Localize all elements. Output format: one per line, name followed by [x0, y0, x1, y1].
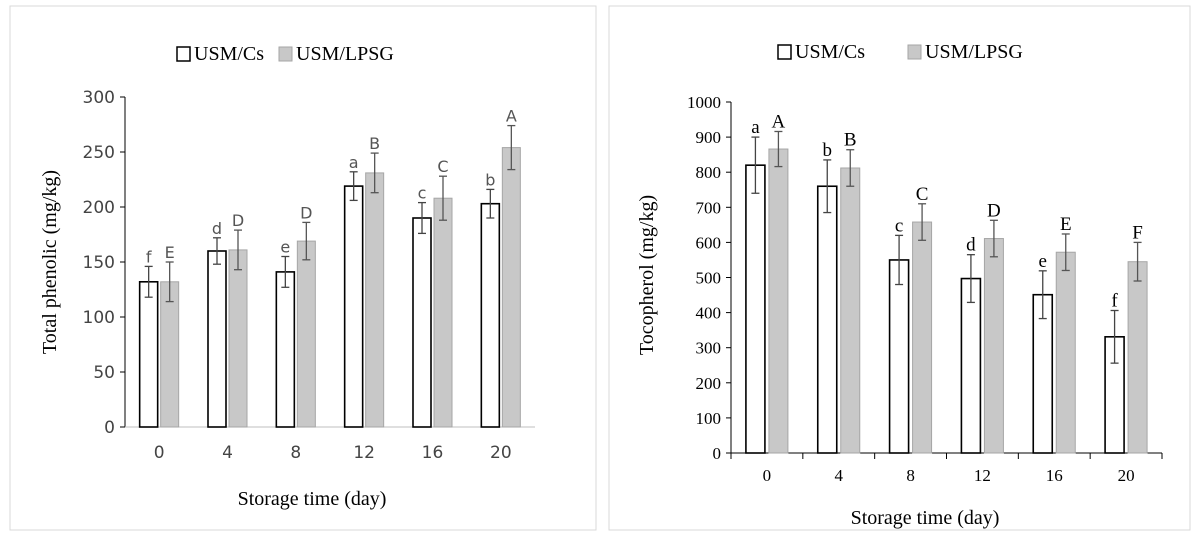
bar-usm-lpsg	[1127, 261, 1148, 454]
bar-usm-lpsg	[912, 221, 933, 454]
significance-letter: E	[1060, 214, 1072, 235]
y-tick-label: 300	[696, 339, 722, 358]
legend-swatch-usm-lpsg	[907, 44, 922, 60]
x-axis-title: Storage time (day)	[851, 507, 1000, 529]
significance-letter: E	[165, 243, 175, 262]
bar-usm-cs	[480, 202, 501, 428]
x-axis-title: Storage time (day)	[238, 488, 387, 510]
legend-swatch-usm-cs	[777, 44, 792, 60]
significance-letter: a	[751, 117, 760, 138]
bar-usm-cs	[412, 217, 432, 428]
x-tick-label: 16	[1046, 466, 1063, 485]
y-tick-label: 700	[696, 198, 722, 217]
bar-usm-lpsg	[1055, 251, 1076, 454]
x-tick-label: 12	[974, 466, 991, 485]
significance-letter: f	[1111, 290, 1118, 311]
x-tick-label: 8	[906, 466, 915, 485]
plot-area: 0 50 100 150 200 250 300 0 4 8 12 16 20 f d e a c b E D D B C A	[83, 88, 535, 463]
bar-usm-lpsg	[501, 147, 521, 428]
y-axis-title: Tocopherol (mg/kg)	[636, 195, 658, 355]
bar-usm-cs	[207, 250, 227, 428]
x-tick-label: 4	[222, 443, 233, 463]
y-tick-label: 200	[83, 198, 115, 218]
legend-swatch-usm-lpsg	[278, 46, 293, 62]
tocopherol-chart-svg: USM/Cs USM/LPSG 010020030040050060070080…	[608, 5, 1191, 531]
x-tick-label: 20	[1118, 466, 1135, 485]
y-tick-label: 250	[83, 143, 115, 163]
y-tick-label: 0	[713, 444, 722, 463]
x-tick-label: 0	[154, 443, 165, 463]
bar-usm-lpsg	[433, 197, 453, 428]
y-tick-label: 300	[83, 88, 115, 108]
bar-usm-lpsg	[160, 281, 180, 428]
y-tick-label: 400	[696, 304, 722, 323]
total-phenolic-chart-svg: USM/Cs USM/LPSG 0 50 100 150 200 250 300 0 4 8 12 1…	[9, 5, 597, 531]
significance-letter: a	[349, 153, 359, 172]
y-tick-label: 100	[83, 308, 115, 328]
bar-usm-lpsg	[365, 172, 385, 428]
bar-usm-lpsg	[768, 148, 789, 454]
significance-letter: B	[844, 130, 857, 151]
bar-usm-cs	[745, 164, 766, 454]
legend: USM/Cs USM/LPSG	[176, 43, 394, 65]
x-tick-label: 8	[290, 443, 301, 463]
significance-letter: c	[895, 215, 903, 236]
y-tick-label: 0	[104, 418, 115, 438]
bar-usm-lpsg	[296, 240, 316, 428]
x-tick-label: 0	[763, 466, 772, 485]
tocopherol-chart: USM/Cs USM/LPSG 0 100 200 300 400 500 600 700 80…	[607, 0, 1192, 535]
legend-label-usm-cs: USM/Cs	[194, 43, 264, 65]
total-phenolic-chart: USM/Cs USM/LPSG 0 50 100 150 200 250 300 0 4 8 12 1…	[9, 5, 597, 531]
y-tick-label: 600	[696, 233, 722, 252]
significance-letter: D	[232, 211, 244, 230]
significance-letter: b	[823, 140, 833, 161]
bar-usm-lpsg	[983, 238, 1004, 454]
bar-usm-cs	[343, 185, 364, 428]
significance-letter: F	[1132, 222, 1143, 243]
y-axis-title: Total phenolic (mg/kg)	[39, 170, 61, 354]
y-tick-label: 500	[696, 269, 722, 288]
significance-letter: e	[1039, 251, 1047, 272]
legend-label-usm-lpsg: USM/LPSG	[296, 43, 394, 65]
significance-letter: d	[212, 219, 222, 238]
y-tick-label: 100	[696, 409, 722, 428]
significance-letter: d	[966, 235, 976, 256]
legend: USM/Cs USM/LPSG	[777, 41, 1023, 63]
significance-letter: C	[437, 157, 448, 176]
significance-letter: D	[300, 203, 312, 222]
significance-letter: c	[418, 184, 427, 203]
bar-usm-cs	[960, 277, 982, 454]
chart-border	[608, 5, 1191, 531]
bar-usm-lpsg	[228, 249, 248, 428]
bar-usm-lpsg	[840, 167, 861, 454]
y-tick-label: 1000	[687, 93, 721, 112]
significance-letter: D	[987, 200, 1001, 221]
plot-area: 0 100 200 300 400 500 600 700 800 900 1000 0 4 8 12 16 2…	[687, 93, 1163, 485]
chart-border	[9, 5, 597, 531]
x-tick-label: 12	[353, 443, 375, 463]
y-tick-label: 200	[696, 374, 722, 393]
x-tick-label: 20	[490, 443, 512, 463]
bar-usm-cs	[816, 185, 838, 454]
significance-letter: e	[280, 238, 290, 257]
legend-label-usm-cs: USM/Cs	[795, 41, 865, 63]
significance-letter: C	[916, 184, 929, 205]
bar-usm-cs	[275, 271, 296, 428]
legend-swatch-usm-cs	[176, 46, 191, 62]
legend-label-usm-lpsg: USM/LPSG	[925, 41, 1023, 63]
significance-letter: B	[369, 134, 380, 153]
bar-usm-cs	[888, 259, 910, 454]
bar-usm-cs	[138, 280, 159, 428]
x-tick-label: 16	[422, 443, 444, 463]
y-tick-label: 900	[696, 128, 722, 147]
significance-letter: A	[506, 107, 517, 126]
y-tick-label: 150	[83, 253, 115, 273]
significance-letter: b	[485, 170, 495, 189]
y-tick-label: 800	[696, 163, 722, 182]
x-tick-label: 4	[835, 466, 844, 485]
significance-letter: f	[146, 247, 152, 266]
y-tick-label: 50	[93, 363, 115, 383]
significance-letter: A	[772, 111, 786, 132]
